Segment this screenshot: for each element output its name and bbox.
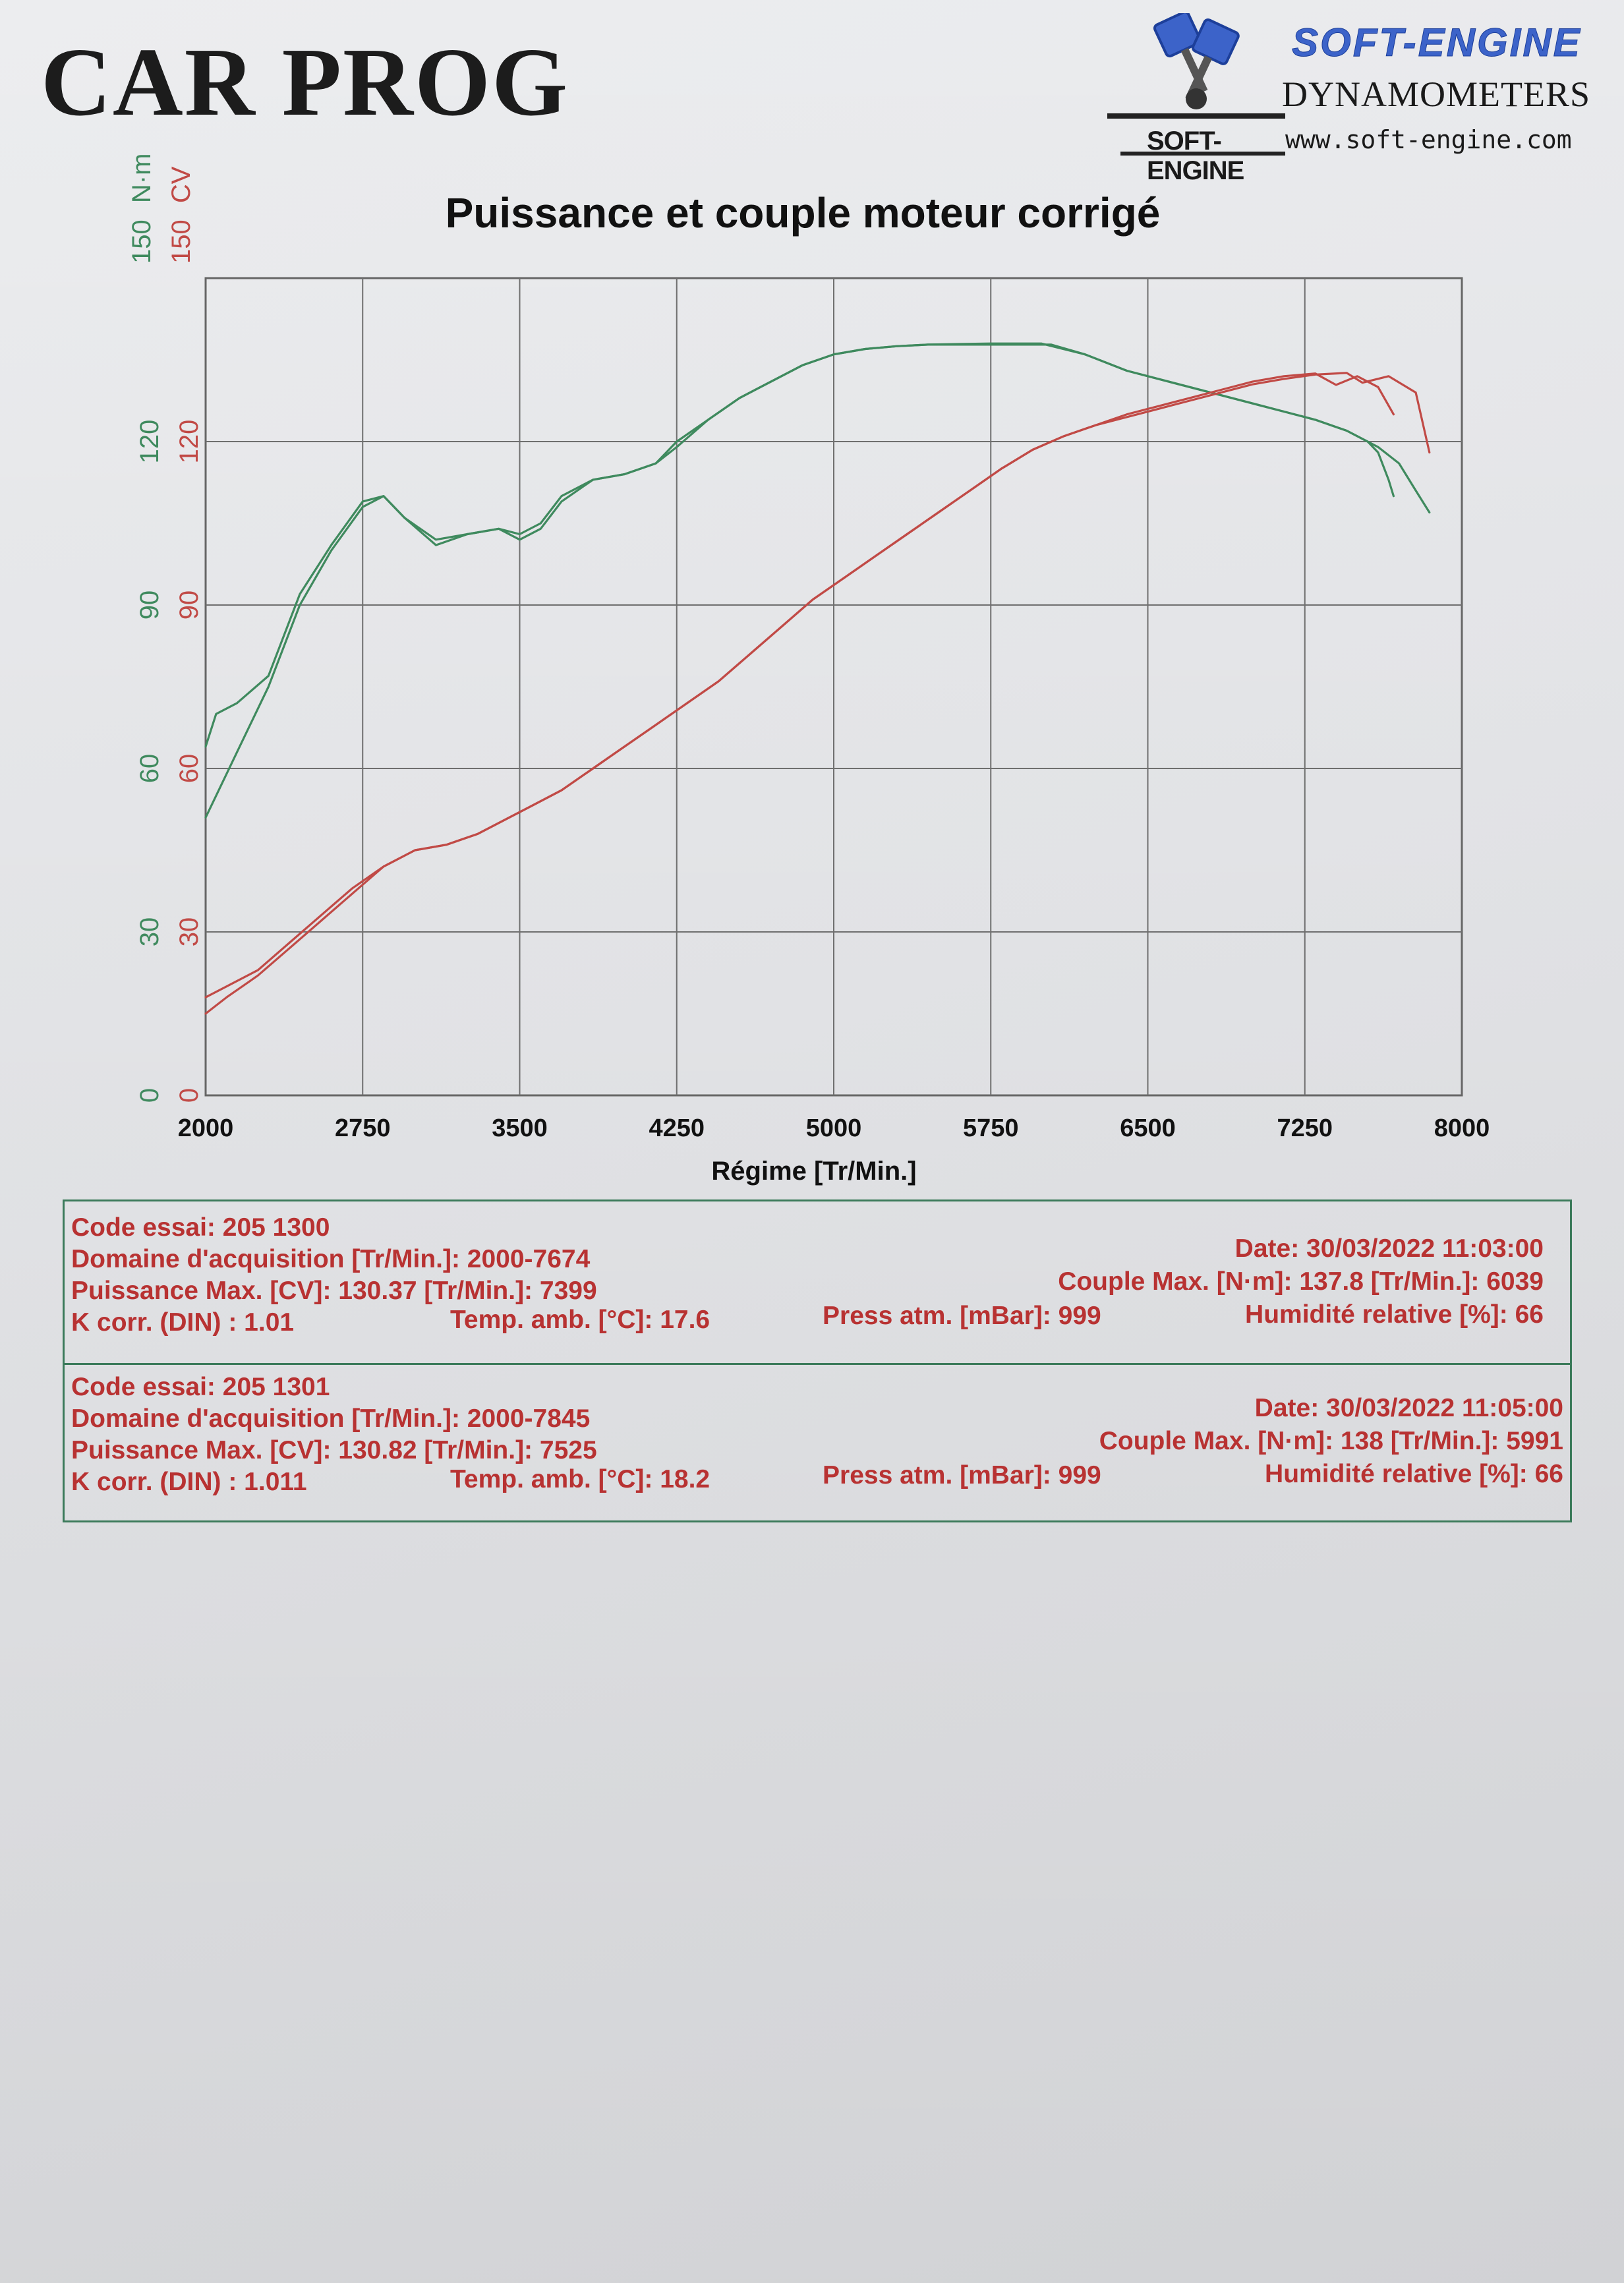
test-code: Code essai: 205 1300: [71, 1213, 330, 1242]
logo-title: SOFT-ENGINE: [1292, 20, 1582, 65]
test-press: Press atm. [mBar]: 999: [823, 1302, 1101, 1330]
test-info-box: Code essai: 205 1300 Domaine d'acquisiti…: [63, 1199, 1572, 1522]
y-tick-label-power: 120: [175, 420, 204, 464]
y-tick-label-torque: 60: [135, 754, 164, 784]
test-humidity: Humidité relative [%]: 66: [1265, 1460, 1563, 1488]
logo-mark-text: SOFT-ENGINE: [1147, 127, 1244, 185]
torque-curve-0: [204, 343, 1395, 748]
x-tick-label: 6500: [1120, 1114, 1176, 1142]
x-tick-label: 8000: [1434, 1114, 1490, 1142]
x-tick-label: 2750: [335, 1114, 391, 1142]
y-tick-label-power: 90: [175, 591, 204, 620]
x-tick-label: 2000: [178, 1114, 234, 1142]
test-torque-max: Couple Max. [N·m]: 138 [Tr/Min.]: 5991: [1099, 1427, 1563, 1455]
test-power-max: Puissance Max. [CV]: 130.37 [Tr/Min.]: 7…: [71, 1277, 597, 1305]
y-unit-torque: 150 N·m: [127, 154, 156, 264]
x-axis-label: Régime [Tr/Min.]: [711, 1157, 916, 1186]
x-tick-label: 4250: [649, 1114, 705, 1142]
test-code: Code essai: 205 1301: [71, 1373, 330, 1401]
test-temp: Temp. amb. [°C]: 17.6: [450, 1306, 710, 1334]
logo-subtitle: DYNAMOMETERS: [1282, 74, 1591, 114]
test-temp: Temp. amb. [°C]: 18.2: [450, 1465, 710, 1493]
test-humidity: Humidité relative [%]: 66: [1245, 1300, 1544, 1329]
torque-curve-1: [204, 342, 1431, 819]
y-unit-power-tick: 150: [167, 219, 196, 264]
chart-title: Puissance et couple moteur corrigé: [446, 189, 1161, 237]
test-block-2: Code essai: 205 1301 Domaine d'acquisiti…: [65, 1363, 1570, 1523]
test-power-max: Puissance Max. [CV]: 130.82 [Tr/Min.]: 7…: [71, 1436, 597, 1464]
dyno-logo: SOFT-ENGINE SOFT-ENGINE DYNAMOMETERS www…: [1094, 11, 1608, 185]
brand-title: CAR PROG: [41, 28, 569, 136]
y-tick-label-torque: 90: [135, 591, 164, 620]
x-tick-label: 5000: [806, 1114, 862, 1142]
test-date: Date: 30/03/2022 11:05:00: [1254, 1394, 1563, 1422]
series-group: [204, 342, 1431, 1015]
y-tick-label-power: 60: [175, 754, 204, 784]
test-torque-max: Couple Max. [N·m]: 137.8 [Tr/Min.]: 6039: [1058, 1267, 1544, 1296]
x-tick-label: 7250: [1277, 1114, 1333, 1142]
axis-ticks: 2000 2750 3500 4250 5000 5750 6500 7250 8000 0 0 30…: [135, 420, 1490, 1142]
test-date: Date: 30/03/2022 11:03:00: [1234, 1234, 1544, 1263]
y-tick-label-power: 0: [175, 1088, 204, 1103]
y-unit-torque-label: N·m: [127, 154, 156, 204]
power-curve-3: [204, 372, 1431, 1015]
y-tick-label-power: 30: [175, 917, 204, 947]
y-tick-label-torque: 0: [135, 1088, 164, 1103]
power-curve-2: [204, 372, 1395, 998]
x-tick-label: 5750: [963, 1114, 1019, 1142]
test-press: Press atm. [mBar]: 999: [823, 1461, 1101, 1489]
logo-url: www.soft-engine.com: [1285, 125, 1572, 154]
test-k-corr: K corr. (DIN) : 1.01: [71, 1308, 295, 1337]
y-tick-label-torque: 120: [135, 420, 164, 464]
dyno-chart: Puissance et couple moteur corrigé 2000 2…: [127, 154, 1490, 1186]
test-k-corr: K corr. (DIN) : 1.011: [71, 1468, 307, 1496]
test-block-1: Code essai: 205 1300 Domaine d'acquisiti…: [65, 1201, 1570, 1360]
grid: [206, 278, 1462, 1095]
y-unit-torque-tick: 150: [127, 219, 156, 264]
y-unit-power: 150 CV: [167, 166, 196, 264]
y-unit-power-label: CV: [167, 166, 196, 203]
y-tick-label-torque: 30: [135, 917, 164, 947]
piston-logo-icon: SOFT-ENGINE: [1107, 11, 1285, 185]
x-tick-label: 3500: [492, 1114, 548, 1142]
test-domain: Domaine d'acquisition [Tr/Min.]: 2000-78…: [71, 1404, 591, 1433]
test-domain: Domaine d'acquisition [Tr/Min.]: 2000-76…: [71, 1245, 591, 1273]
